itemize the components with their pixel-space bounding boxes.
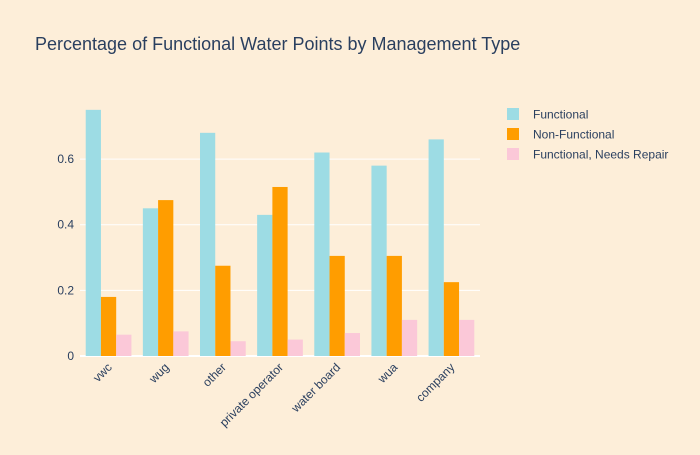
legend[interactable]: Functional Non-Functional Functional, Need… — [507, 108, 668, 162]
y-tick-label: 0.4 — [57, 218, 74, 232]
chart-title: Percentage of Functional Water Points by… — [35, 34, 520, 54]
legend-item[interactable]: Functional — [507, 108, 588, 122]
x-tick-label: wua — [374, 360, 400, 386]
bar[interactable] — [386, 255, 402, 356]
bar[interactable] — [215, 265, 231, 356]
bar[interactable] — [257, 214, 273, 356]
series-1 — [100, 186, 460, 356]
bar[interactable] — [401, 319, 418, 356]
y-tick-label: 0 — [67, 349, 74, 363]
x-tick-label: wug — [146, 360, 172, 386]
bar[interactable] — [329, 255, 345, 356]
y-tick-label: 0.6 — [57, 152, 74, 166]
x-tick-label: vwc — [90, 360, 115, 385]
bar[interactable] — [272, 186, 288, 356]
bar[interactable] — [344, 333, 360, 356]
legend-label: Functional, Needs Repair — [533, 148, 668, 162]
y-tick-label: 0.2 — [57, 283, 74, 297]
bar[interactable] — [428, 139, 444, 356]
bar[interactable] — [443, 282, 460, 356]
legend-item[interactable]: Functional, Needs Repair — [507, 148, 668, 162]
legend-item[interactable]: Non-Functional — [507, 128, 614, 142]
bar[interactable] — [371, 165, 387, 356]
y-axis-ticks: 0 0.2 0.4 0.6 — [57, 152, 74, 363]
series-0 — [85, 109, 444, 356]
legend-swatch — [507, 148, 519, 160]
bar[interactable] — [287, 339, 303, 356]
bars-layer — [85, 109, 475, 356]
bar[interactable] — [116, 334, 132, 356]
bar[interactable] — [142, 208, 159, 356]
bar[interactable] — [230, 341, 246, 356]
x-tick-label: other — [200, 360, 229, 389]
series-2 — [116, 319, 475, 356]
legend-swatch — [507, 108, 519, 120]
legend-swatch — [507, 128, 519, 140]
x-tick-label: company — [413, 360, 457, 404]
bar[interactable] — [158, 200, 174, 356]
legend-label: Non-Functional — [533, 128, 614, 142]
bar[interactable] — [85, 109, 101, 356]
legend-label: Functional — [533, 108, 588, 122]
bar[interactable] — [314, 152, 330, 356]
bar[interactable] — [200, 132, 216, 356]
bar[interactable] — [459, 319, 475, 356]
bar[interactable] — [100, 296, 117, 356]
bar[interactable] — [173, 331, 189, 356]
x-tick-label: water board — [288, 360, 343, 415]
